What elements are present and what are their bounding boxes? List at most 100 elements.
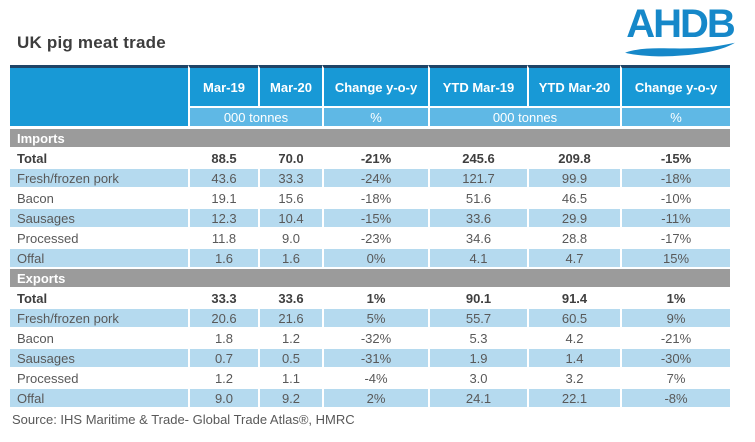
table-cell: -15%	[620, 149, 730, 169]
table-row: Bacon 1.8 1.2 -32% 5.3 4.2 -21%	[10, 329, 730, 349]
row-label: Total	[10, 289, 188, 309]
row-label: Offal	[10, 249, 188, 269]
table-cell: -4%	[322, 369, 428, 389]
table-cell: 11.8	[188, 229, 258, 249]
source-note: Source: IHS Maritime & Trade- Global Tra…	[12, 412, 355, 427]
table-cell: 5%	[322, 309, 428, 329]
table-cell: 1%	[322, 289, 428, 309]
table-cell: -21%	[620, 329, 730, 349]
row-label: Sausages	[10, 209, 188, 229]
table-cell: -18%	[322, 189, 428, 209]
table-header-row: Mar-19 Mar-20 Change y-o-y YTD Mar-19 YT…	[10, 65, 730, 129]
table-cell: 0.5	[258, 349, 322, 369]
table-cell: 28.8	[527, 229, 620, 249]
row-label: Sausages	[10, 349, 188, 369]
table-row: Fresh/frozen pork 43.6 33.3 -24% 121.7 9…	[10, 169, 730, 189]
table-cell: 33.6	[428, 209, 527, 229]
table-cell: 29.9	[527, 209, 620, 229]
table-cell: -11%	[620, 209, 730, 229]
table-row: Fresh/frozen pork 20.6 21.6 5% 55.7 60.5…	[10, 309, 730, 329]
table-cell: 0%	[322, 249, 428, 269]
table-cell: 22.1	[527, 389, 620, 409]
table-row: Sausages 0.7 0.5 -31% 1.9 1.4 -30%	[10, 349, 730, 369]
section-header: Exports	[10, 269, 730, 289]
column-header: Mar-19	[188, 65, 258, 108]
trade-table: Mar-19 Mar-20 Change y-o-y YTD Mar-19 YT…	[10, 65, 730, 409]
table-cell: 33.3	[188, 289, 258, 309]
table-cell: 19.1	[188, 189, 258, 209]
table-cell: 10.4	[258, 209, 322, 229]
table-cell: 121.7	[428, 169, 527, 189]
table-cell: 3.2	[527, 369, 620, 389]
table-cell: -30%	[620, 349, 730, 369]
section-header: Imports	[10, 129, 730, 149]
table-cell: 5.3	[428, 329, 527, 349]
row-label: Processed	[10, 229, 188, 249]
table-cell: 99.9	[527, 169, 620, 189]
table-cell: 90.1	[428, 289, 527, 309]
section-row-exports: Exports	[10, 269, 730, 289]
row-label: Bacon	[10, 189, 188, 209]
table-cell: 1.2	[188, 369, 258, 389]
table-cell: 55.7	[428, 309, 527, 329]
table-cell: 51.6	[428, 189, 527, 209]
table-row: Sausages 12.3 10.4 -15% 33.6 29.9 -11%	[10, 209, 730, 229]
table-cell: 1.6	[258, 249, 322, 269]
table-cell: -32%	[322, 329, 428, 349]
unit-cell: 000 tonnes	[428, 108, 620, 129]
table-cell: 9%	[620, 309, 730, 329]
row-label: Fresh/frozen pork	[10, 169, 188, 189]
table-cell: -15%	[322, 209, 428, 229]
table-row: Processed 1.2 1.1 -4% 3.0 3.2 7%	[10, 369, 730, 389]
unit-cell: %	[620, 108, 730, 129]
table-cell: 9.0	[188, 389, 258, 409]
table-cell: -31%	[322, 349, 428, 369]
column-header: YTD Mar-20	[527, 65, 620, 108]
table-cell: 88.5	[188, 149, 258, 169]
table-cell: 1.4	[527, 349, 620, 369]
table-cell: 245.6	[428, 149, 527, 169]
table-cell: 15.6	[258, 189, 322, 209]
table-cell: -17%	[620, 229, 730, 249]
table-cell: 2%	[322, 389, 428, 409]
table-row: Processed 11.8 9.0 -23% 34.6 28.8 -17%	[10, 229, 730, 249]
page-title: UK pig meat trade	[17, 33, 166, 52]
unit-cell: 000 tonnes	[188, 108, 322, 129]
table-cell: 60.5	[527, 309, 620, 329]
column-header: YTD Mar-19	[428, 65, 527, 108]
row-label: Fresh/frozen pork	[10, 309, 188, 329]
table-cell: 70.0	[258, 149, 322, 169]
table-cell: -23%	[322, 229, 428, 249]
table-cell: 33.3	[258, 169, 322, 189]
table-cell: 15%	[620, 249, 730, 269]
table-cell: 1.6	[188, 249, 258, 269]
table-cell: -18%	[620, 169, 730, 189]
row-label: Total	[10, 149, 188, 169]
table-cell: 20.6	[188, 309, 258, 329]
table-cell: 46.5	[527, 189, 620, 209]
table-cell: 91.4	[527, 289, 620, 309]
table-cell: 43.6	[188, 169, 258, 189]
unit-cell: %	[322, 108, 428, 129]
table-row: Bacon 19.1 15.6 -18% 51.6 46.5 -10%	[10, 189, 730, 209]
table-cell: 1.2	[258, 329, 322, 349]
column-header: Mar-20	[258, 65, 322, 108]
table-row: Offal 1.6 1.6 0% 4.1 4.7 15%	[10, 249, 730, 269]
table-row: Total 88.5 70.0 -21% 245.6 209.8 -15%	[10, 149, 730, 169]
table-cell: 1%	[620, 289, 730, 309]
column-header: Change y-o-y	[620, 65, 730, 108]
table-cell: 4.1	[428, 249, 527, 269]
table-cell: 9.2	[258, 389, 322, 409]
table-cell: 209.8	[527, 149, 620, 169]
section-row-imports: Imports	[10, 129, 730, 149]
table-cell: 4.2	[527, 329, 620, 349]
table-cell: 1.8	[188, 329, 258, 349]
column-header: Change y-o-y	[322, 65, 428, 108]
row-label: Processed	[10, 369, 188, 389]
table-cell: 12.3	[188, 209, 258, 229]
table-cell: 21.6	[258, 309, 322, 329]
ahdb-logo-text: AHDB	[626, 2, 736, 46]
table-row: Offal 9.0 9.2 2% 24.1 22.1 -8%	[10, 389, 730, 409]
table-corner-cell	[10, 65, 188, 129]
